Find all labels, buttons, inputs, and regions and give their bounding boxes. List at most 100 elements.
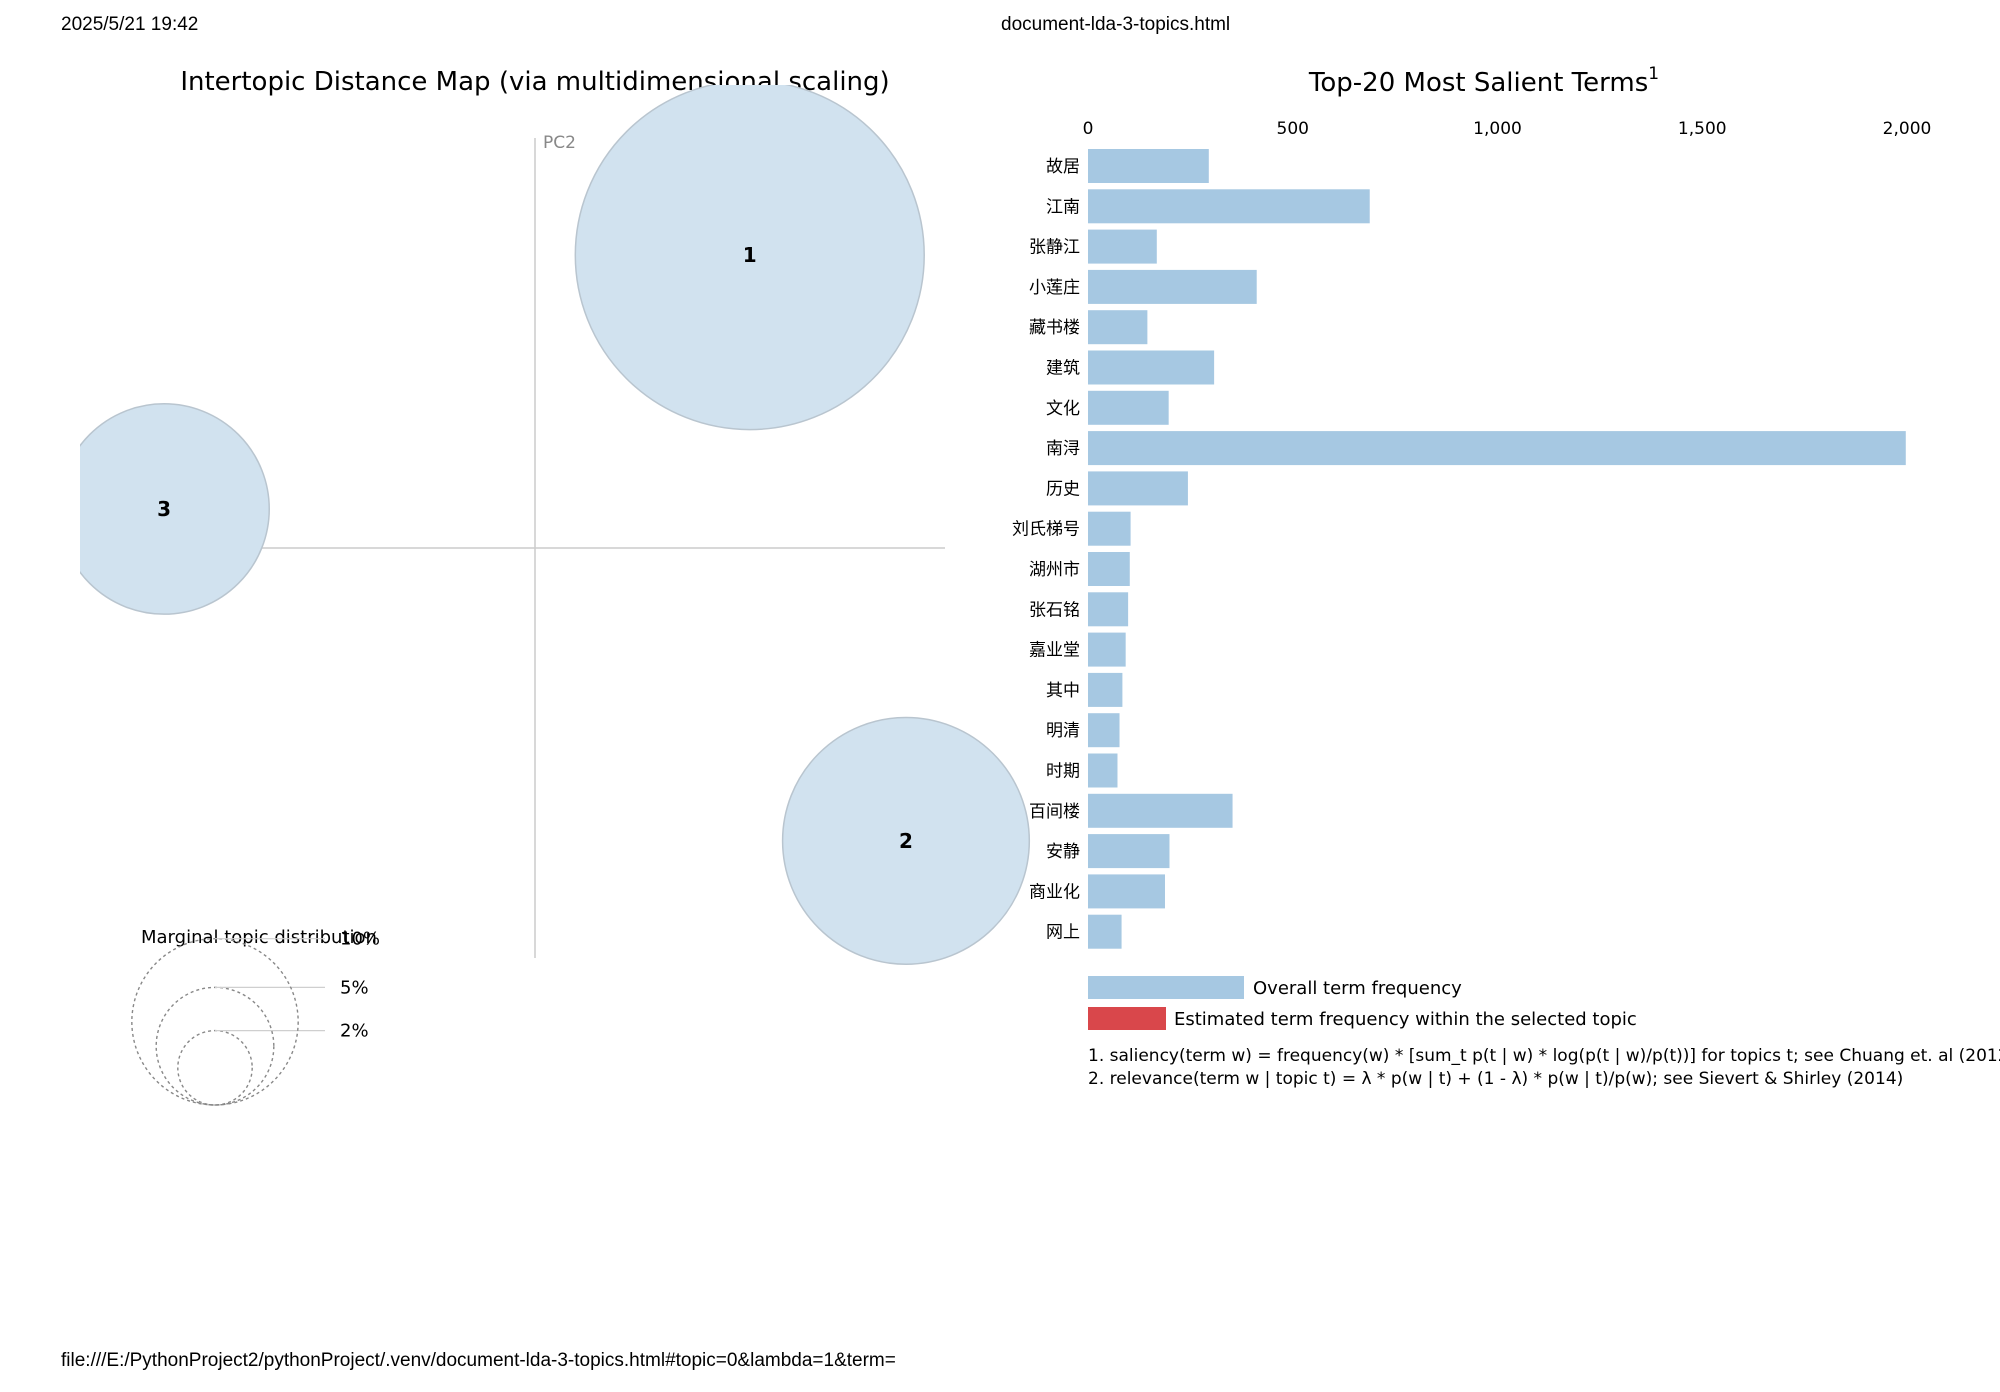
term-bar-overall[interactable]	[1088, 390, 1169, 425]
term-bar-overall[interactable]	[1088, 229, 1157, 264]
term-label[interactable]: 其中	[1046, 681, 1080, 701]
term-bar-overall[interactable]	[1088, 874, 1165, 909]
term-bar-overall[interactable]	[1088, 592, 1129, 627]
topic-circle-2[interactable]	[781, 716, 1031, 965]
topic-label-1[interactable]: 1	[743, 243, 757, 267]
term-row[interactable]: 南浔	[1046, 431, 1906, 466]
topic-bubble-1[interactable]: 1	[574, 81, 925, 431]
pc2-axis-label: PC2	[543, 133, 576, 153]
marginal-legend-label: 10%	[340, 929, 380, 950]
term-bar-overall[interactable]	[1088, 269, 1257, 304]
bar-rows[interactable]: 故居江南张静江小莲庄藏书楼建筑文化南浔历史刘氏梯号湖州市张石铭嘉业堂其中明清时期…	[1012, 149, 1906, 949]
term-label[interactable]: 故居	[1046, 157, 1080, 177]
marginal-legend-circle-10	[131, 937, 299, 1106]
term-bar-overall[interactable]	[1088, 672, 1123, 707]
legend-label-topic: Estimated term frequency within the sele…	[1174, 1009, 1637, 1030]
term-label[interactable]: 安静	[1046, 842, 1080, 862]
term-label[interactable]: 小莲庄	[1029, 278, 1080, 298]
term-row[interactable]: 小莲庄	[1029, 269, 1257, 304]
term-label[interactable]: 刘氏梯号	[1012, 520, 1080, 540]
term-row[interactable]: 时期	[1046, 753, 1118, 788]
term-row[interactable]: 藏书楼	[1029, 310, 1148, 345]
marginal-topic-legend: Marginal topic distribution 2% 5% 10%	[131, 927, 380, 1106]
bar-chart-title: Top-20 Most Salient Terms1	[1308, 64, 1659, 98]
term-bar-overall[interactable]	[1088, 189, 1370, 224]
term-bar-overall[interactable]	[1088, 834, 1170, 869]
term-row[interactable]: 商业化	[1029, 874, 1165, 909]
legend-swatch-overall	[1088, 976, 1244, 999]
term-label[interactable]: 网上	[1046, 923, 1080, 943]
term-bar-overall[interactable]	[1088, 632, 1126, 667]
term-label[interactable]: 商业化	[1029, 882, 1080, 902]
print-date: 2025/5/21 19:42	[61, 14, 199, 35]
bar-x-tick-label: 0	[1083, 119, 1094, 139]
term-row[interactable]: 湖州市	[1029, 552, 1130, 586]
bar-chart-title-superscript: 1	[1648, 64, 1659, 84]
term-label[interactable]: 明清	[1046, 721, 1080, 741]
footnotes: 1. saliency(term w) = frequency(w) * [su…	[1088, 1046, 2000, 1089]
term-row[interactable]: 江南	[1046, 189, 1370, 224]
term-row[interactable]: 历史	[1046, 471, 1188, 506]
topic-bubble-2[interactable]: 2	[781, 716, 1031, 965]
term-bar-overall[interactable]	[1088, 753, 1118, 788]
term-bar-overall[interactable]	[1088, 552, 1130, 586]
term-row[interactable]: 百间楼	[1029, 793, 1233, 828]
term-row[interactable]: 张静江	[1029, 229, 1157, 264]
topic-bubble-3[interactable]: 3	[59, 403, 270, 615]
topic-label-3[interactable]: 3	[157, 497, 171, 521]
print-page-title: document-lda-3-topics.html	[1001, 14, 1231, 35]
term-row[interactable]: 张石铭	[1029, 592, 1129, 627]
term-label[interactable]: 南浔	[1046, 439, 1080, 459]
term-bar-overall[interactable]	[1088, 914, 1122, 949]
term-label[interactable]: 张石铭	[1029, 600, 1080, 620]
term-row[interactable]: 嘉业堂	[1029, 632, 1126, 667]
legend-swatch-topic	[1088, 1007, 1166, 1030]
term-bar-overall[interactable]	[1088, 511, 1131, 546]
term-row[interactable]: 网上	[1046, 914, 1122, 949]
term-label[interactable]: 湖州市	[1029, 560, 1080, 580]
term-row[interactable]: 安静	[1046, 834, 1170, 869]
topic-circle-3[interactable]	[59, 403, 270, 615]
term-row[interactable]: 文化	[1046, 390, 1169, 425]
topic-label-2[interactable]: 2	[899, 829, 913, 853]
bar-chart-title-text: Top-20 Most Salient Terms	[1308, 68, 1648, 98]
footnote-2: 2. relevance(term w | topic t) = λ * p(w…	[1088, 1069, 1903, 1089]
term-row[interactable]: 明清	[1046, 713, 1120, 748]
marginal-legend-circle-2	[177, 1029, 253, 1106]
bar-x-tick-label: 1,500	[1678, 119, 1727, 139]
term-row[interactable]: 故居	[1046, 149, 1209, 183]
term-row[interactable]: 其中	[1046, 672, 1123, 707]
term-bar-overall[interactable]	[1088, 149, 1209, 183]
term-label[interactable]: 嘉业堂	[1029, 641, 1080, 661]
term-row[interactable]: 刘氏梯号	[1012, 511, 1131, 546]
term-bar-overall[interactable]	[1088, 350, 1215, 385]
bar-legend: Overall term frequency Estimated term fre…	[1088, 976, 1637, 1030]
legend-label-overall: Overall term frequency	[1253, 978, 1462, 999]
term-bar-overall[interactable]	[1088, 471, 1188, 506]
term-label[interactable]: 藏书楼	[1029, 318, 1080, 338]
footnote-1: 1. saliency(term w) = frequency(w) * [su…	[1088, 1046, 2000, 1066]
term-bar-overall[interactable]	[1088, 310, 1148, 345]
print-footer-url: file:///E:/PythonProject2/pythonProject/…	[61, 1350, 896, 1371]
topic-circle-1[interactable]	[574, 81, 925, 431]
bar-x-tick-label: 500	[1277, 119, 1309, 139]
term-label[interactable]: 建筑	[1046, 359, 1080, 379]
bar-x-tick-label: 1,000	[1473, 119, 1522, 139]
marginal-legend-label: 2%	[340, 1021, 369, 1042]
term-label[interactable]: 百间楼	[1029, 802, 1080, 822]
term-label[interactable]: 文化	[1046, 399, 1080, 419]
term-bar-overall[interactable]	[1088, 431, 1906, 466]
term-label[interactable]: 时期	[1046, 762, 1080, 782]
intertopic-distance-map: Intertopic Distance Map (via multidimens…	[59, 67, 1031, 1106]
bar-x-axis: 0 500 1,000 1,500 2,000	[1083, 119, 1932, 139]
term-row[interactable]: 建筑	[1046, 350, 1215, 385]
term-label[interactable]: 历史	[1046, 479, 1080, 499]
term-label[interactable]: 江南	[1046, 197, 1080, 217]
term-label[interactable]: 张静江	[1029, 238, 1080, 258]
salient-terms-chart: Top-20 Most Salient Terms1 0 500 1,000 1,50…	[1012, 64, 2000, 1089]
term-bar-overall[interactable]	[1088, 793, 1233, 828]
term-bar-overall[interactable]	[1088, 713, 1120, 748]
topic-circles[interactable]: 1 2 3	[59, 81, 1031, 965]
marginal-legend-label: 5%	[340, 977, 369, 998]
